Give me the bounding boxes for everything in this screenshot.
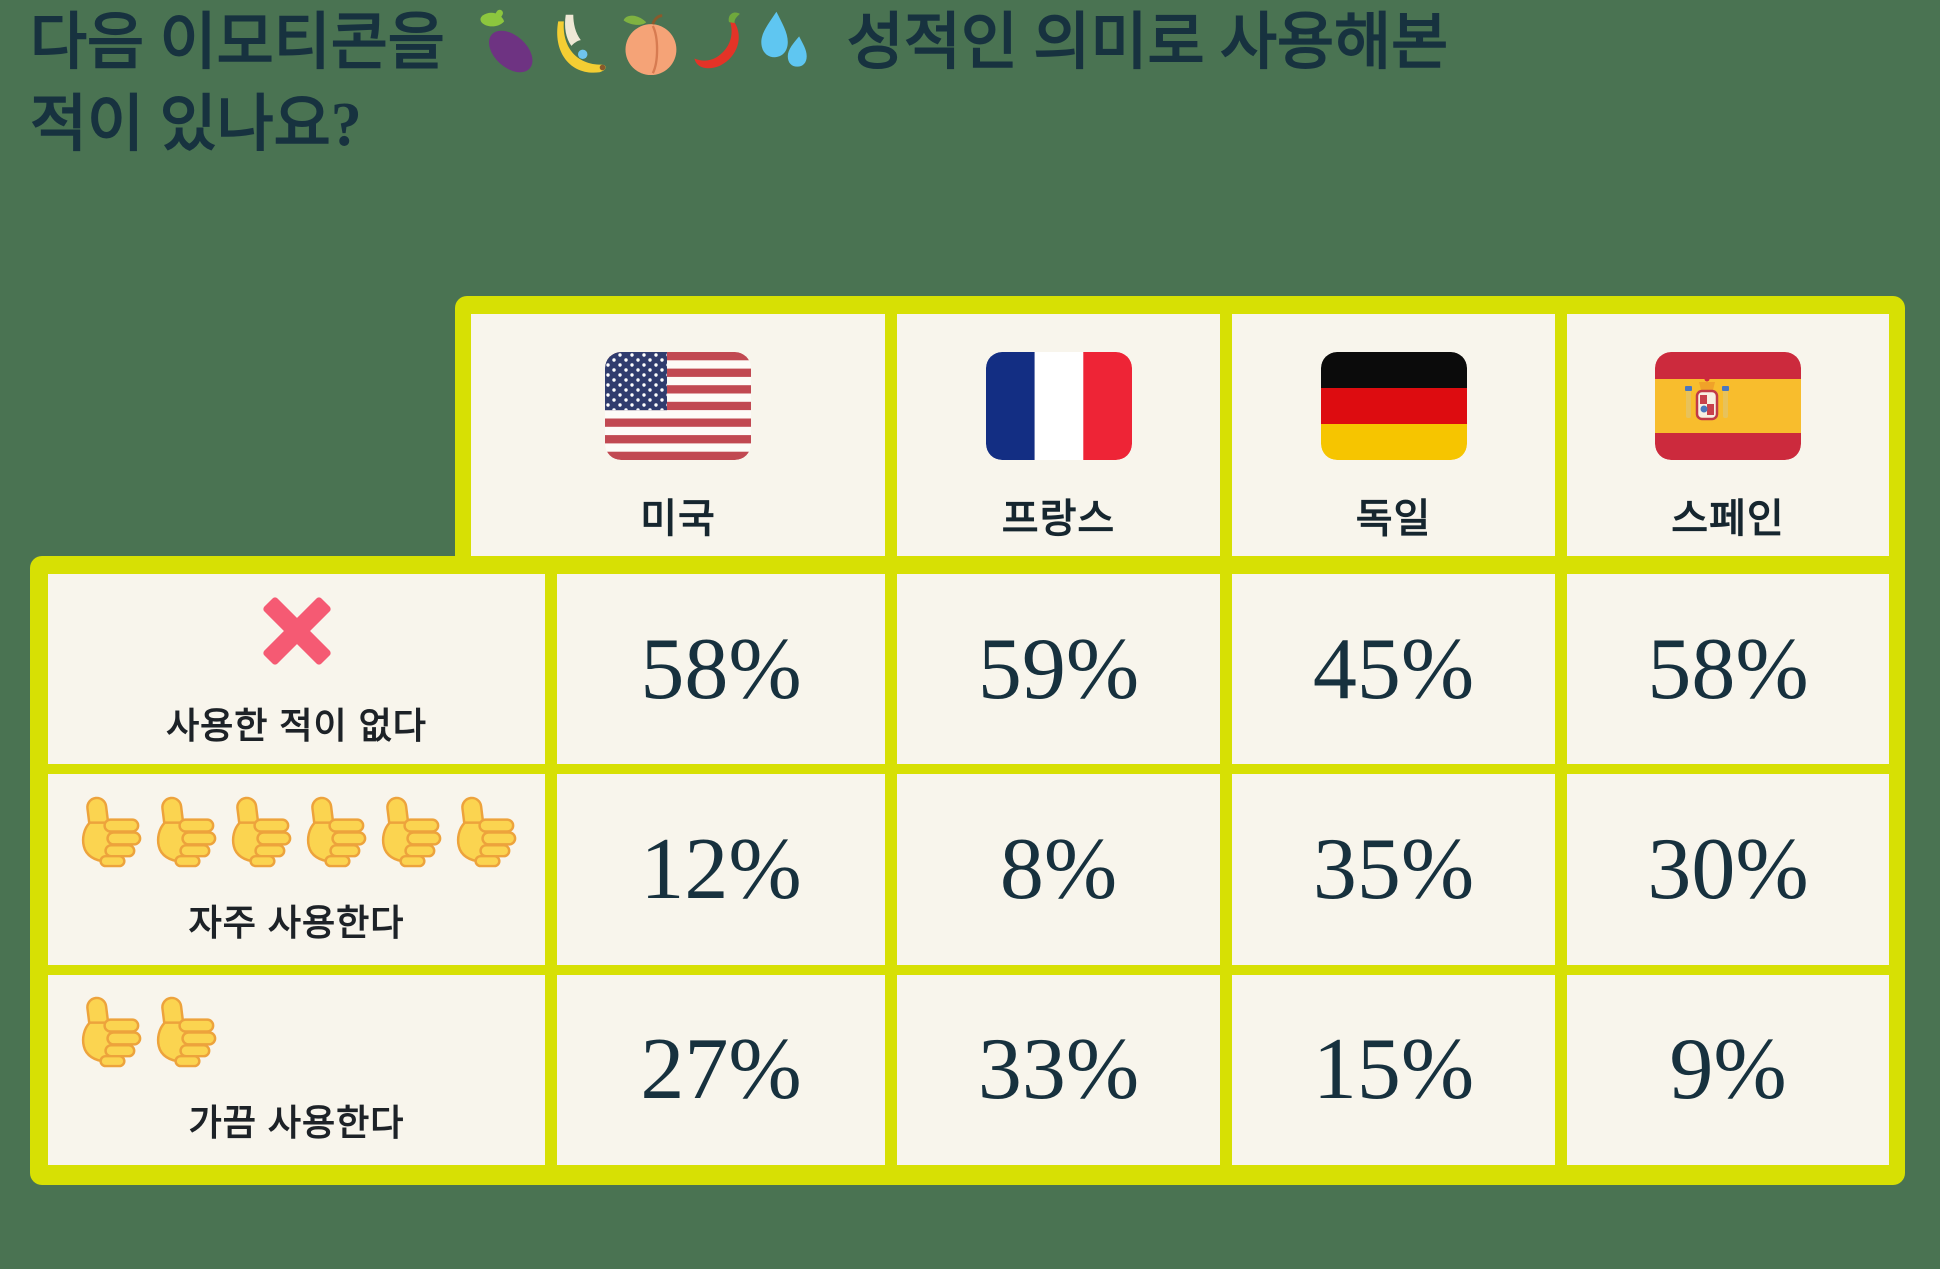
value-often-usa: 12% [557,774,885,965]
thumbs-up-icon [156,997,217,1068]
thumbs-up-icon [456,796,517,868]
table-body: 사용한 적이 없다 58% 59% 45% 58% [30,556,1905,1185]
title-line-2: 적이 있나요? [30,91,362,159]
cross-mark-icon [262,597,331,665]
row1-icon-row [48,589,545,673]
header-cell-france: 프랑스 [897,314,1220,556]
title-line-1: 다음 이모티콘을 [30,2,1448,84]
row-label-never-used: 사용한 적이 없다 [48,574,545,765]
row3-icon-row [48,993,545,1070]
germany-flag-icon [1320,352,1467,460]
value-sometimes-usa: 27% [557,974,885,1165]
thumbs-up-icon [381,796,442,868]
peach-icon [623,14,677,76]
row1-label: 사용한 적이 없다 [166,705,427,747]
value-often-france: 8% [897,774,1220,965]
thumbs-up-icon [81,997,142,1068]
value-never-spain: 58% [1567,574,1889,765]
value-never-usa: 58% [557,574,885,765]
sweat-droplets-icon [761,11,807,67]
row3-label: 가끔 사용한다 [188,1102,405,1144]
header-cell-usa: 미국 [471,314,885,556]
france-flag-icon [985,352,1132,460]
title-text-prefix: 다음 이모티콘을 [30,9,445,77]
row-label-use-often: 자주 사용한다 [48,774,545,965]
row2-icon-row [48,793,545,870]
banana-icon [556,14,606,73]
value-often-germany: 35% [1232,774,1555,965]
country-label-usa: 미국 [640,497,716,541]
usa-flag-icon [605,352,751,460]
table-header: 미국 프랑스 독일 [455,296,1905,556]
value-often-spain: 30% [1567,774,1889,965]
row-label-use-sometimes: 가끔 사용한다 [48,974,545,1165]
thumbs-up-icon [156,796,217,868]
value-never-germany: 45% [1232,574,1555,765]
hot-pepper-icon [694,12,740,69]
value-sometimes-france: 33% [897,974,1220,1165]
country-label-france: 프랑스 [1001,497,1116,541]
header-cell-germany: 독일 [1232,314,1555,556]
value-sometimes-germany: 15% [1232,974,1555,1165]
thumbs-up-icon [231,796,292,868]
country-label-spain: 스페인 [1671,497,1785,541]
header-cell-spain: 스페인 [1567,314,1889,556]
value-never-france: 59% [897,574,1220,765]
title-text-suffix: 성적인 의미로 사용해본 [846,9,1449,77]
thumbs-up-icon [81,796,142,868]
value-sometimes-spain: 9% [1567,974,1889,1165]
country-label-germany: 독일 [1355,497,1432,541]
thumbs-up-icon [306,796,367,868]
spain-flag-icon [1655,352,1801,460]
row2-label: 자주 사용한다 [188,901,405,943]
eggplant-icon [480,9,533,73]
title-emoji-row [473,7,813,79]
page-title: 다음 이모티콘을 [30,2,1448,166]
